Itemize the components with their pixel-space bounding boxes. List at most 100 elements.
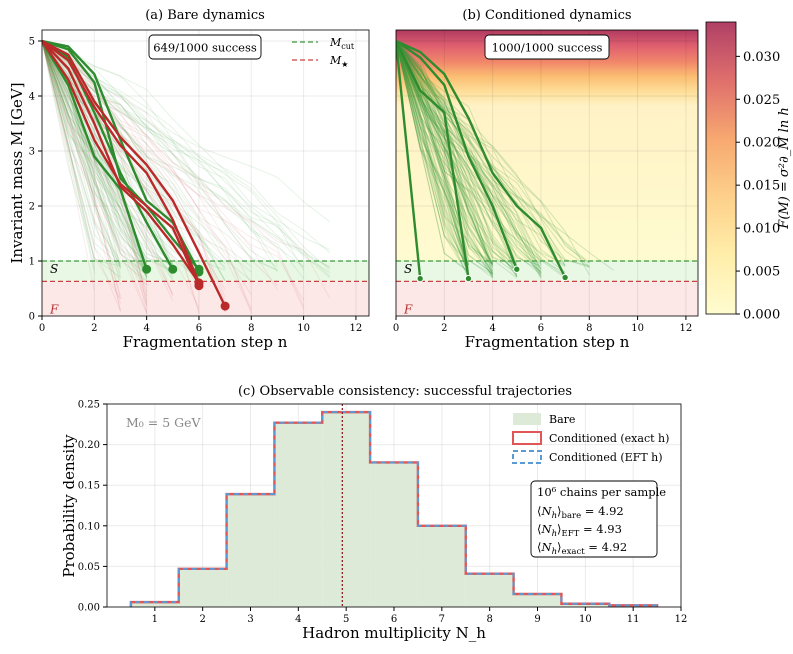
faint-trajectory — [396, 40, 494, 278]
faint-trajectory — [396, 40, 493, 272]
faint-trajectory — [42, 40, 121, 282]
faint-trajectory — [396, 40, 494, 266]
x-tick-label: 8 — [248, 323, 254, 334]
x-tick-label: 4 — [489, 323, 495, 334]
endpoint-success-1 — [142, 264, 152, 274]
faint-trajectory — [42, 40, 148, 285]
faint-trajectory — [396, 40, 494, 279]
faint-trajectory — [396, 40, 566, 266]
faint-trajectory — [396, 40, 469, 265]
faint-trajectory — [42, 40, 121, 300]
faint-trajectory — [42, 40, 148, 272]
faint-trajectory — [396, 40, 493, 265]
faint-trajectory — [396, 40, 542, 277]
faint-trajectory — [396, 40, 566, 273]
faint-trajectory — [396, 40, 518, 267]
bare-bar-4 — [274, 422, 323, 607]
faint-trajectory — [42, 40, 200, 280]
panel-a-y-label: Invariant mass M [GeV] — [8, 82, 26, 263]
faint-trajectory — [396, 40, 566, 274]
endpoint-success-2 — [168, 264, 178, 274]
faint-trajectory — [396, 40, 590, 267]
colorbar-tick-label: 0.020 — [743, 136, 780, 151]
faint-trajectory — [396, 40, 494, 272]
faint-trajectory — [396, 40, 542, 265]
faint-trajectory — [42, 40, 148, 278]
success-count-text: 649/1000 success — [153, 41, 257, 55]
panel-a-legend: Mcut M★ — [292, 36, 355, 69]
faint-trajectory — [42, 40, 121, 265]
bare-bar-5 — [322, 412, 371, 607]
initial-mass-label: M₀ = 5 GeV — [126, 415, 202, 430]
failure-region-label: F — [403, 302, 413, 316]
faint-trajectory — [42, 40, 121, 311]
faint-trajectory — [42, 40, 147, 262]
endpoint-success-4 — [194, 264, 204, 274]
trajectory-cond-1 — [396, 40, 422, 279]
faint-trajectory — [396, 40, 469, 266]
y-tick-label: 0.00 — [78, 603, 100, 614]
bare-bar-1 — [130, 602, 179, 607]
x-tick-label: 2 — [199, 614, 205, 625]
faint-trajectory — [42, 40, 252, 284]
legend-bare-label: Bare — [549, 413, 575, 426]
faint-trajectory — [396, 40, 566, 277]
faint-trajectory — [42, 40, 148, 306]
faint-trajectory — [396, 40, 518, 279]
faint-trajectory — [42, 40, 331, 254]
colorbar-tick-label: 0.025 — [743, 93, 780, 108]
endpoint-cond-4 — [561, 273, 569, 282]
bare-bar-10 — [561, 603, 610, 607]
x-tick-label: 6 — [196, 323, 202, 334]
highlighted-trajectories — [42, 39, 230, 311]
faint-trajectory — [396, 40, 494, 264]
faint-trajectory — [396, 40, 469, 264]
faint-trajectory — [42, 40, 252, 310]
faint-trajectory — [42, 40, 226, 271]
faint-trajectory — [396, 40, 542, 276]
faint-trajectory — [42, 40, 174, 272]
faint-trajectory — [42, 40, 147, 264]
faint-trajectory — [42, 40, 200, 267]
stat-part: N — [541, 504, 553, 518]
faint-trajectory — [396, 40, 469, 265]
faint-trajectory — [396, 40, 469, 278]
faint-trajectory — [396, 40, 542, 274]
y-tick-label: 1 — [29, 257, 35, 268]
faint-trajectory — [396, 40, 566, 276]
endpoint-cond-2 — [464, 274, 473, 283]
faint-trajectory — [396, 40, 494, 264]
faint-trajectory — [42, 40, 278, 271]
faint-trajectory — [396, 40, 590, 264]
faint-trajectory — [396, 40, 566, 266]
faint-trajectory — [396, 40, 590, 276]
faint-trajectory — [42, 40, 147, 268]
x-tick-label: 6 — [391, 614, 397, 625]
faint-trajectory — [42, 40, 121, 268]
faint-trajectory — [42, 40, 174, 268]
drift-heatmap — [396, 30, 698, 261]
faint-trajectory — [396, 40, 469, 275]
faint-trajectory — [396, 40, 469, 273]
faint-trajectory — [396, 40, 518, 267]
x-tick-label: 8 — [586, 323, 592, 334]
legend-bare-swatch — [513, 413, 541, 425]
faint-trajectory — [396, 40, 469, 268]
faint-trajectory — [396, 40, 494, 274]
faint-trajectory — [42, 40, 121, 266]
bare-bar-8 — [465, 573, 514, 607]
faint-trajectory — [396, 40, 469, 266]
faint-trajectory — [42, 40, 174, 269]
stat-mean-eft: ⟨Nh⟩EFT = 4.93 — [537, 522, 622, 539]
faint-trajectory — [42, 40, 278, 268]
faint-trajectory — [396, 40, 469, 266]
legend-exact-swatch — [512, 431, 542, 445]
x-tick-label: 0 — [393, 323, 399, 334]
panel-a-x-label: Fragmentation step n — [123, 333, 288, 351]
faint-trajectory — [396, 40, 518, 273]
panel-c-plot: M₀ = 5 GeV Bare Conditioned (exact h) Co… — [106, 403, 682, 608]
faint-trajectory — [42, 40, 173, 266]
faint-trajectory — [42, 40, 305, 301]
legend-m-star-label: M★ — [329, 54, 348, 69]
stat-part: h — [552, 547, 557, 557]
